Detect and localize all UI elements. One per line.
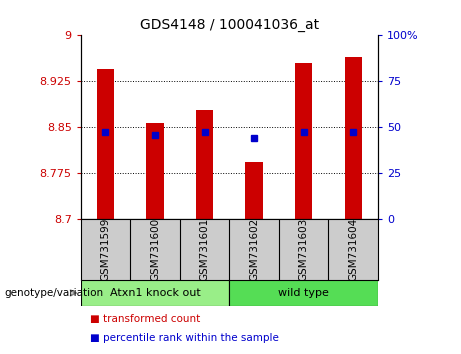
Bar — [146, 122, 164, 219]
Bar — [245, 162, 263, 219]
Text: GSM731599: GSM731599 — [100, 218, 111, 281]
Bar — [295, 63, 313, 219]
Text: genotype/variation: genotype/variation — [5, 288, 104, 298]
Text: GSM731604: GSM731604 — [348, 218, 358, 281]
Text: ■ transformed count: ■ transformed count — [90, 314, 200, 324]
Bar — [229, 280, 378, 306]
Text: GSM731600: GSM731600 — [150, 218, 160, 281]
Title: GDS4148 / 100041036_at: GDS4148 / 100041036_at — [140, 18, 319, 32]
Text: Atxn1 knock out: Atxn1 knock out — [110, 288, 201, 298]
Text: wild type: wild type — [278, 288, 329, 298]
Text: GSM731601: GSM731601 — [200, 218, 210, 281]
Text: GSM731603: GSM731603 — [299, 218, 309, 281]
Bar — [196, 110, 213, 219]
Bar — [344, 57, 362, 219]
Text: ■ percentile rank within the sample: ■ percentile rank within the sample — [90, 333, 279, 343]
Text: GSM731602: GSM731602 — [249, 218, 259, 281]
Bar — [81, 280, 230, 306]
Bar — [97, 69, 114, 219]
